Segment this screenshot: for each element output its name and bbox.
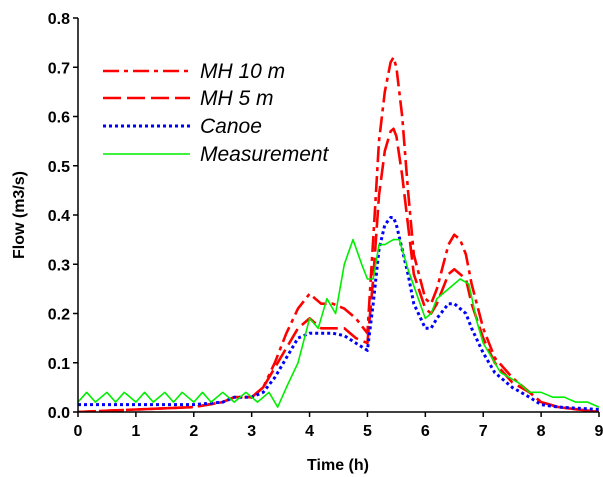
legend: MH 10 m MH 5 m Canoe Measurement (103, 60, 330, 166)
series-line-canoe (78, 216, 599, 411)
series-line-measurement (78, 238, 599, 408)
y-tick-label: 0.2 (48, 307, 70, 324)
legend-label: Measurement (200, 143, 330, 166)
y-tick-label: 0.5 (48, 159, 70, 176)
x-tick-label: 4 (305, 423, 314, 440)
legend-label: Canoe (200, 115, 262, 138)
y-tick-label: 0.6 (48, 110, 70, 127)
x-tick-label: 6 (421, 423, 430, 440)
x-tick-label: 3 (247, 423, 256, 440)
x-tick-label: 8 (537, 423, 546, 440)
y-tick-label: 0.4 (48, 208, 70, 225)
x-tick-label: 0 (74, 423, 83, 440)
x-tick-label: 5 (363, 423, 372, 440)
x-tick-label: 1 (131, 423, 140, 440)
axes (73, 17, 600, 417)
y-tick-label: 0.8 (48, 11, 70, 28)
series-line-mh-10-m (78, 56, 599, 412)
x-tick-label: 2 (189, 423, 198, 440)
series-line-mh-5-m (78, 127, 599, 412)
y-tick-label: 0.1 (48, 356, 70, 373)
legend-label: MH 5 m (200, 87, 274, 110)
x-axis-title: Time (h) (307, 457, 369, 474)
y-tick-label: 0.7 (48, 60, 70, 77)
legend-label: MH 10 m (200, 60, 285, 83)
tick-labels: 0.0 0.1 0.2 0.3 0.4 0.5 0.6 0.7 0.8 0 1 2 3 4 5 6 7 8 9 (48, 11, 603, 440)
y-tick-label: 0.3 (48, 257, 70, 274)
x-tick-label: 7 (479, 423, 488, 440)
y-tick-label: 0.0 (48, 405, 70, 422)
x-tick-label: 9 (595, 423, 603, 440)
series-layer (78, 56, 599, 412)
y-axis-title: Flow (m3/s) (11, 171, 28, 259)
